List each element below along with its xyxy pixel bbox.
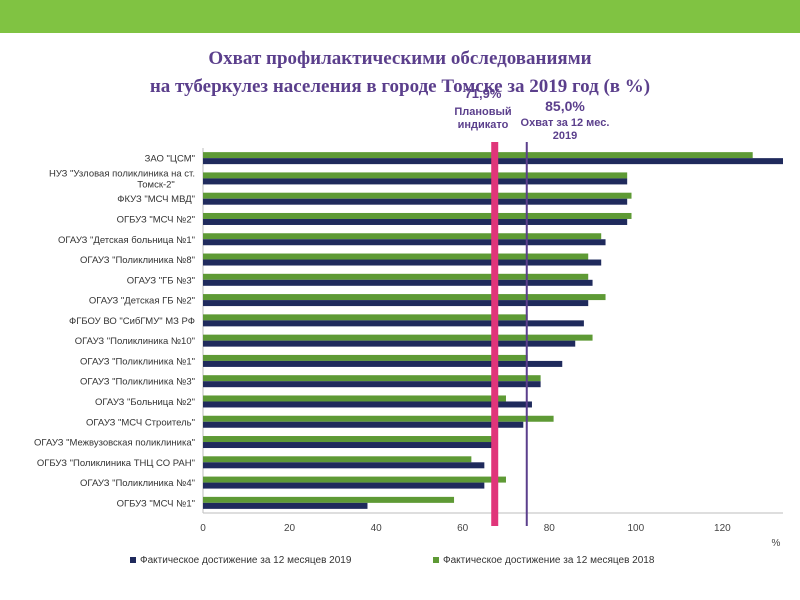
bar-2019 [203,178,628,185]
x-tick-label: 20 [284,523,296,534]
bar-2018 [203,253,589,260]
bar-2019 [203,320,584,327]
bar-2018 [203,273,589,280]
bar-2019 [203,300,589,307]
category-label: ОГБУЗ "МСЧ №1" [117,498,195,509]
slide-title-line1: Охват профилактическими обследованиями [208,48,592,69]
category-label: ОГАУЗ "Поликлиника №1" [80,356,195,367]
bar-2018 [203,456,472,463]
legend-swatch-2018 [433,557,439,563]
plan-indicator-value: 71,9% [464,86,502,101]
category-label: ОГАУЗ "МСЧ Строитель" [86,417,195,428]
bar-2018 [203,496,455,503]
bar-2018 [203,476,506,483]
coverage-value: 85,0% [545,98,585,114]
bar-2018 [203,334,593,341]
category-label: ОГБУЗ "Поликлиника ТНЦ СО РАН" [37,458,195,469]
bar-2019 [203,401,532,408]
top-accent-bar [0,0,800,33]
bar-2019 [203,442,493,449]
category-label: ОГАУЗ "Поликлиника №10" [75,336,195,347]
category-label: ОГАУЗ "Межвузовская поликлиника" [34,438,195,449]
bar-2018 [203,375,541,382]
bar-2018 [203,314,528,321]
bar-2018 [203,233,602,240]
bar-2019 [203,381,541,388]
category-label: ОГАУЗ "Поликлиника №3" [80,377,195,388]
bar-2018 [203,172,628,179]
category-label: ОГАУЗ "Больница №2" [95,397,195,408]
bar-2018 [203,415,554,422]
category-label: ОГАУЗ "ГБ №3" [127,275,195,286]
bar-2018 [203,212,632,219]
category-label: ЗАО "ЦСМ" [145,154,195,165]
bar-2019 [203,502,368,509]
slide-title-line2: на туберкулез населения в городе Томске … [149,76,651,97]
category-label: ОГБУЗ "МСЧ №2" [117,214,195,225]
x-tick-label: 100 [627,523,644,534]
bar-2019 [203,340,576,347]
category-label: ОГАУЗ "Детская ГБ №2" [89,296,195,307]
bar-2019 [203,421,524,428]
bar-2019 [203,218,628,225]
category-label: НУЗ "Узловая поликлиника на ст. [49,168,195,179]
bar-2019 [203,482,485,489]
coverage-label: Охват за 12 мес. 2019 [520,117,610,142]
x-tick-label: 60 [457,523,469,534]
legend-label-2018: Фактическое достижение за 12 месяцев 201… [443,555,655,566]
legend-swatch-2019 [130,557,136,563]
bar-2019 [203,279,593,286]
category-label: ФКУЗ "МСЧ МВД" [117,194,195,205]
plan-indicator-label: Плановый индикато [454,106,512,131]
bar-2019 [203,462,485,469]
bar-2018 [203,294,606,301]
bar-2019 [203,198,628,205]
x-tick-label: 120 [714,523,731,534]
bar-2018 [203,192,632,199]
x-tick-label: 40 [371,523,383,534]
x-tick-label: 80 [544,523,556,534]
x-unit-label: % [772,538,781,549]
x-tick-label: 0 [200,523,206,534]
category-label: ОГАУЗ "Поликлиника №4" [80,478,195,489]
bar-2018 [203,436,493,443]
bar-2018 [203,152,753,159]
bar-2019 [203,259,602,266]
category-label: ОГАУЗ "Поликлиника №8" [80,255,195,266]
bar-2019 [203,360,563,367]
bar-2018 [203,354,528,361]
category-label-continuation: Томск-2" [137,179,175,190]
category-label: ОГАУЗ "Детская больница №1" [58,235,195,246]
category-label: ФГБОУ ВО "СибГМУ" МЗ РФ [69,316,195,327]
bar-2018 [203,395,506,402]
legend-label-2019: Фактическое достижение за 12 месяцев 201… [140,555,352,566]
bar-2019 [203,239,606,246]
